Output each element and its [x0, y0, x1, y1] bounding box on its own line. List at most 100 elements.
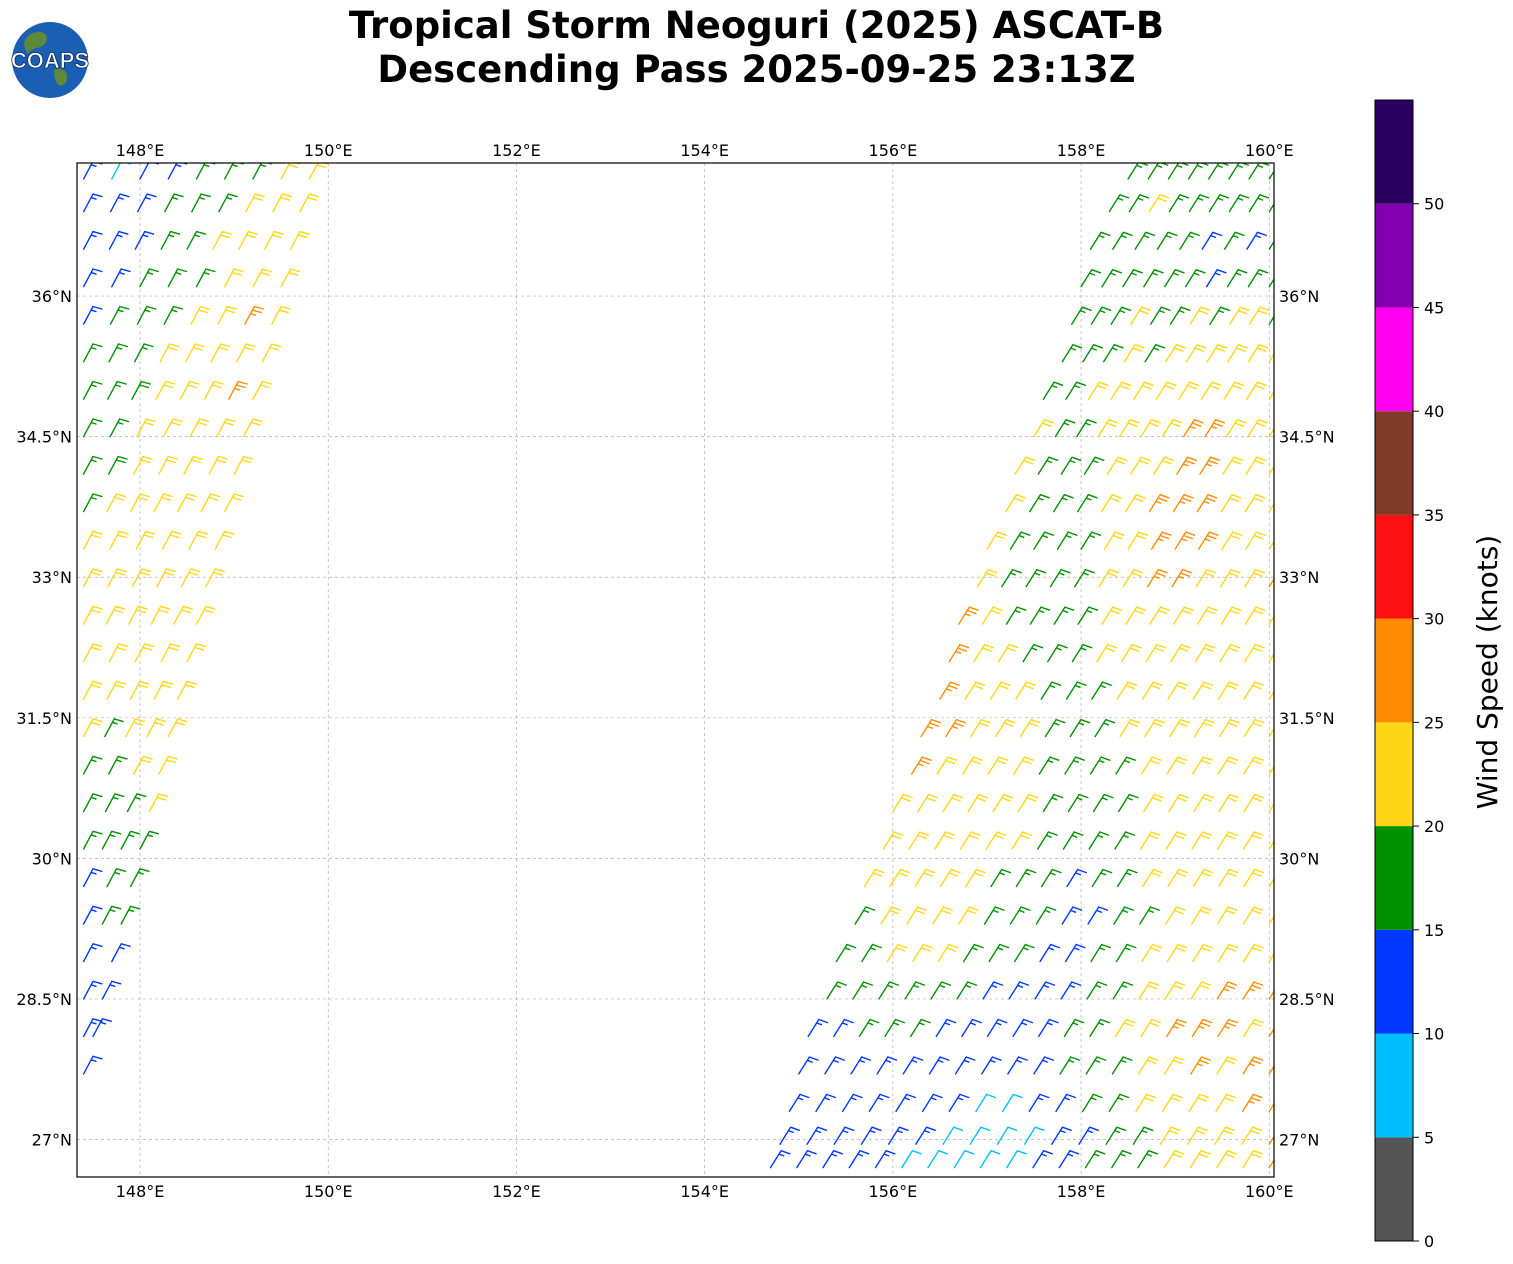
wind-barb [1206, 344, 1228, 363]
wind-barb [1055, 1093, 1076, 1113]
wind-barb [1094, 718, 1116, 738]
colorbar-bin [1375, 722, 1413, 827]
wind-barb [1022, 643, 1044, 663]
wind-barb [983, 906, 1005, 925]
wind-barb [1080, 269, 1102, 288]
wind-barb [1195, 568, 1217, 588]
wind-barb [989, 681, 1011, 700]
wind-barb [189, 418, 210, 438]
wind-barb [986, 531, 1007, 550]
wind-barb [1268, 615, 1274, 625]
wind-barb [1114, 1018, 1136, 1038]
wind-barb [1173, 606, 1194, 625]
wind-barb [1247, 419, 1268, 438]
lon-tick-label-top: 148°E [116, 141, 165, 160]
wind-barb [82, 830, 103, 850]
wind-barb [1217, 831, 1238, 850]
lat-tick-label-left: 36°N [32, 287, 72, 306]
colorbar-bin [1375, 826, 1413, 930]
wind-barb [806, 1126, 828, 1145]
wind-barb [988, 943, 1010, 963]
wind-barb [822, 1150, 843, 1169]
wind-barb [1006, 1150, 1027, 1169]
wind-barb [1268, 277, 1274, 288]
wind-barb [163, 305, 184, 325]
wind-barb [244, 305, 264, 325]
wind-barb [934, 831, 955, 850]
wind-barb [1217, 756, 1239, 775]
wind-barb [1247, 344, 1269, 363]
wind-barb [233, 455, 254, 475]
lon-tick-label-bottom: 148°E [116, 1182, 165, 1201]
colorbar-bin [1375, 307, 1413, 412]
wind-barb [179, 380, 200, 400]
wind-barb [1205, 269, 1227, 288]
wind-barb [108, 643, 129, 663]
lon-tick-label-bottom: 154°E [680, 1182, 729, 1201]
wind-barb [1011, 831, 1033, 850]
wind-barb [979, 1150, 1001, 1169]
wind-barb [139, 268, 159, 288]
wind-barb [1098, 568, 1120, 588]
wind-barb [1166, 1018, 1187, 1038]
wind-barb [153, 493, 174, 513]
wind-barb [1089, 756, 1111, 775]
wind-barb [1245, 531, 1266, 550]
wind-barb [788, 1093, 810, 1113]
wind-barb [1168, 793, 1189, 813]
wind-barb [1221, 531, 1243, 550]
wind-barb [964, 681, 986, 700]
wind-barb [1145, 643, 1167, 663]
wind-barb [914, 868, 936, 888]
wind-barb [1209, 306, 1230, 325]
wind-barb [82, 980, 103, 1000]
wind-barb [975, 1093, 996, 1113]
wind-barb [1015, 868, 1037, 888]
wind-barb [108, 230, 129, 250]
wind-barb [1091, 681, 1112, 700]
wind-barb [1241, 1126, 1263, 1145]
wind-barb [173, 605, 193, 625]
wind-barb [1153, 456, 1174, 475]
wind-barb [82, 493, 103, 513]
wind-barb [1058, 1150, 1080, 1169]
wind-barb [1243, 681, 1264, 700]
wind-barb [1044, 718, 1066, 738]
wind-barb [208, 455, 228, 475]
wind-barb [1247, 269, 1269, 288]
wind-barb [1196, 606, 1218, 625]
wind-barb [958, 906, 979, 925]
wind-barb [261, 343, 282, 363]
wind-barb [1014, 456, 1036, 475]
colorbar-tick-label: 40 [1424, 402, 1444, 421]
wind-barb [280, 163, 301, 180]
wind-barb [1243, 943, 1264, 963]
wind-barb [854, 906, 876, 925]
wind-barb [1176, 456, 1197, 475]
wind-barb [1208, 194, 1230, 213]
wind-barb [1042, 793, 1064, 813]
wind-barb [1029, 606, 1051, 625]
wind-barb [1171, 568, 1193, 588]
wind-barb [82, 230, 103, 250]
wind-barb [1101, 269, 1122, 288]
wind-barb [1168, 194, 1190, 213]
wind-barb [976, 568, 998, 588]
wind-barb [863, 868, 885, 888]
wind-barb [1085, 1056, 1107, 1075]
wind-barb [1062, 831, 1084, 850]
wind-barb [1124, 494, 1146, 513]
wind-barb [195, 268, 216, 288]
wind-barb [1161, 419, 1183, 438]
wind-barb [1228, 163, 1249, 180]
wind-barb [954, 1056, 976, 1075]
wind-barb [1115, 756, 1136, 775]
wind-barb [1114, 831, 1135, 850]
wind-barb [1268, 240, 1274, 250]
wind-barb [1015, 681, 1036, 700]
wind-barb [1268, 427, 1274, 438]
wind-barb [82, 1055, 103, 1075]
map-frame [76, 162, 1275, 1178]
wind-barb [928, 1056, 950, 1075]
wind-barb [852, 981, 873, 1000]
